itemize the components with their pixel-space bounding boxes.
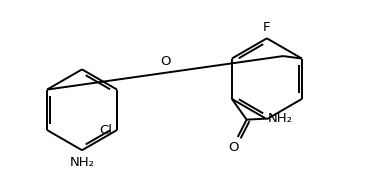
Text: NH₂: NH₂ <box>267 112 293 125</box>
Text: O: O <box>160 55 170 68</box>
Text: O: O <box>229 141 239 154</box>
Text: F: F <box>263 21 271 34</box>
Text: NH₂: NH₂ <box>70 156 94 169</box>
Text: Cl: Cl <box>99 123 112 137</box>
